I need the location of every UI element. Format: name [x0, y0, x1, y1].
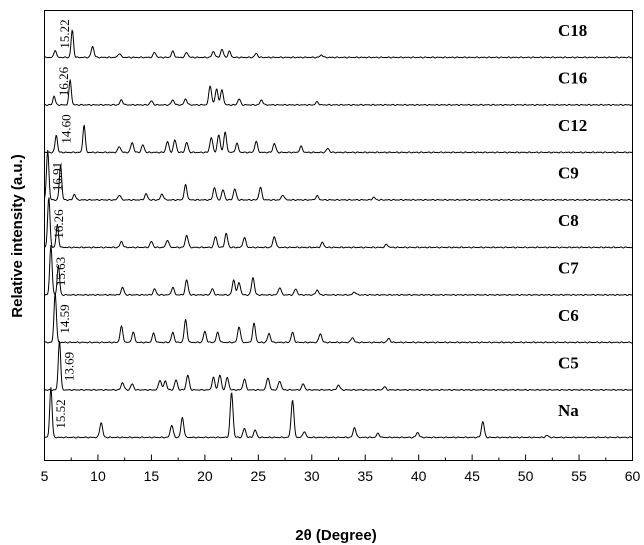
x-tick-label: 35 — [357, 468, 373, 484]
x-tick-label: 45 — [464, 468, 480, 484]
series-labels: C18 C16 C12 C9 C8 C7 C6 C5 Na — [558, 21, 587, 420]
x-tick-label: 15 — [144, 468, 160, 484]
peak-label-c9: 16.91 — [50, 162, 65, 191]
series-label-c5: C5 — [558, 354, 579, 373]
series-label-c7: C7 — [558, 259, 579, 278]
peak-label-c12: 14.60 — [58, 114, 73, 143]
series-line-c8 — [44, 197, 633, 249]
y-axis-title: Relative intensity (a.u.) — [9, 154, 26, 317]
peak-label-na: 15.52 — [53, 399, 68, 428]
x-tick-label: 55 — [571, 468, 587, 484]
x-tick-label: 25 — [251, 468, 267, 484]
series-label-c6: C6 — [558, 306, 579, 325]
x-axis-ticks: 5 10 15 20 25 30 35 40 45 50 55 60 — [41, 454, 641, 484]
series-line-c5 — [44, 340, 633, 391]
x-tick-label: 20 — [197, 468, 213, 484]
series-line-c6 — [44, 293, 633, 344]
x-tick-label: 30 — [304, 468, 320, 484]
peak-label-c5: 13.69 — [62, 352, 77, 381]
series-label-na: Na — [558, 401, 579, 420]
series-line-c18 — [44, 29, 633, 59]
plot-frame — [44, 10, 633, 461]
peak-label-c16: 16.26 — [56, 66, 71, 96]
x-tick-label: 10 — [90, 468, 106, 484]
peak-label-c8: 16.26 — [51, 209, 66, 239]
peak-label-c6: 14.59 — [57, 304, 72, 333]
series-label-c18: C18 — [558, 21, 587, 40]
series-line-c7 — [44, 244, 633, 296]
peak-label-c7: 15.63 — [53, 257, 68, 286]
series-label-c16: C16 — [558, 69, 587, 88]
series-line-c12 — [44, 124, 633, 154]
x-axis-title: 2θ (Degree) — [295, 527, 376, 544]
series-label-c8: C8 — [558, 211, 579, 230]
x-tick-label: 5 — [41, 468, 49, 484]
peak-labels: 15.22 16.26 14.60 16.91 16.26 15.63 14.59 13.69… — [50, 19, 77, 428]
series-line-na — [44, 387, 633, 439]
series-label-c9: C9 — [558, 164, 579, 183]
peak-label-c18: 15.22 — [57, 19, 72, 48]
x-tick-label: 60 — [625, 468, 641, 484]
series-line-c16 — [44, 79, 633, 106]
series-label-c12: C12 — [558, 116, 587, 135]
x-tick-label: 40 — [411, 468, 427, 484]
x-tick-label: 50 — [518, 468, 534, 484]
series-line-c9 — [44, 149, 633, 201]
series-traces — [44, 29, 633, 439]
